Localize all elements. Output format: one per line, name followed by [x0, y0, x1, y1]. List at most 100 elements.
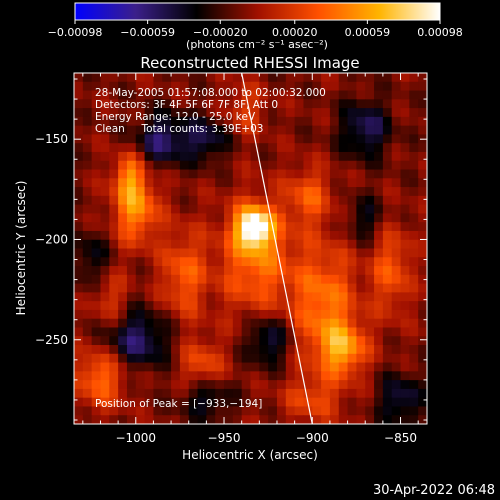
- heatmap-cell: [144, 143, 155, 153]
- heatmap-cell: [109, 266, 119, 276]
- heatmap-cell: [179, 388, 190, 399]
- heatmap-cell: [179, 415, 190, 424]
- colorbar-tick-label: 0.00098: [417, 26, 463, 39]
- heatmap-cell: [224, 309, 234, 320]
- heatmap-cell: [109, 116, 119, 127]
- heatmap-cell: [82, 230, 93, 241]
- heatmap-cell: [241, 388, 252, 399]
- heatmap-cell: [109, 187, 119, 197]
- heatmap-cell: [382, 292, 393, 302]
- heatmap-cell: [135, 213, 146, 223]
- heatmap-cell: [347, 222, 357, 232]
- heatmap-cell: [347, 274, 357, 285]
- heatmap-cell: [82, 116, 93, 127]
- heatmap-cell: [206, 283, 216, 293]
- heatmap-cell: [135, 345, 146, 355]
- heatmap-cell: [250, 318, 260, 329]
- heatmap-cell: [268, 239, 278, 250]
- heatmap-cell: [91, 195, 102, 206]
- heatmap-cell: [259, 116, 269, 127]
- heatmap-cell: [259, 318, 269, 329]
- heatmap-cell: [418, 292, 427, 302]
- heatmap-cell: [91, 169, 102, 179]
- heatmap-cell: [303, 116, 313, 127]
- heatmap-cell: [188, 108, 199, 118]
- heatmap-cell: [215, 292, 225, 302]
- heatmap-cell: [418, 397, 427, 408]
- heatmap-cell: [321, 362, 331, 372]
- heatmap-cell: [118, 292, 128, 302]
- heatmap-cell: [400, 204, 410, 215]
- heatmap-cell: [118, 353, 128, 364]
- heatmap-cell: [303, 134, 313, 144]
- heatmap-cell: [250, 415, 260, 424]
- heatmap-cell: [197, 151, 207, 162]
- heatmap-cell: [171, 90, 181, 100]
- heatmap-cell: [400, 406, 410, 416]
- heatmap-cell: [418, 239, 427, 250]
- heatmap-cell: [303, 187, 313, 197]
- heatmap-cell: [179, 371, 190, 381]
- heatmap-cell: [294, 169, 305, 179]
- heatmap-cell: [400, 169, 410, 179]
- heatmap-cell: [197, 116, 207, 127]
- heatmap-cell: [347, 292, 357, 302]
- heatmap-cell: [118, 125, 128, 136]
- heatmap-cell: [153, 108, 163, 118]
- heatmap-cell: [109, 292, 119, 302]
- heatmap-cell: [135, 274, 146, 285]
- heatmap-cell: [374, 309, 384, 320]
- heatmap-cell: [188, 81, 199, 92]
- heatmap-cell: [312, 81, 322, 92]
- heatmap-cell: [400, 195, 410, 206]
- heatmap-cell: [206, 195, 216, 206]
- heatmap-cell: [241, 397, 252, 408]
- heatmap-cell: [100, 116, 110, 127]
- heatmap-cell: [329, 248, 340, 258]
- heatmap-cell: [126, 257, 137, 267]
- heatmap-cell: [321, 318, 331, 329]
- heatmap-cell: [409, 397, 419, 408]
- heatmap-cell: [329, 415, 340, 424]
- heatmap-cell: [82, 99, 93, 109]
- heatmap-cell: [356, 283, 366, 293]
- heatmap-cell: [268, 73, 278, 83]
- heatmap-cell: [338, 309, 349, 320]
- heatmap-cell: [347, 318, 357, 329]
- heatmap-cell: [224, 415, 234, 424]
- heatmap-cell: [276, 213, 287, 223]
- heatmap-cell: [197, 134, 207, 144]
- heatmap-cell: [74, 336, 84, 346]
- heatmap-cell: [329, 362, 340, 372]
- heatmap-cell: [118, 151, 128, 162]
- heatmap-cell: [162, 134, 172, 144]
- heatmap-cell: [215, 397, 225, 408]
- heatmap-cell: [179, 151, 190, 162]
- heatmap-cell: [232, 274, 243, 285]
- heatmap-cell: [197, 73, 207, 83]
- heatmap-cell: [197, 239, 207, 250]
- heatmap-cell: [197, 318, 207, 329]
- heatmap-cell: [294, 274, 305, 285]
- heatmap-cell: [171, 160, 181, 171]
- heatmap-cell: [215, 169, 225, 179]
- heatmap-cell: [179, 125, 190, 136]
- heatmap-cell: [382, 81, 393, 92]
- heatmap-cell: [188, 134, 199, 144]
- heatmap-cell: [232, 257, 243, 267]
- heatmap-cell: [206, 362, 216, 372]
- heatmap-cell: [365, 73, 375, 83]
- heatmap-cell: [400, 213, 410, 223]
- heatmap-cell: [144, 134, 155, 144]
- heatmap-cell: [409, 90, 419, 100]
- heatmap-cell: [365, 301, 375, 311]
- heatmap-cell: [382, 204, 393, 215]
- y-tick-label: −250: [35, 333, 68, 347]
- heatmap-cell: [347, 125, 357, 136]
- heatmap-cell: [391, 90, 402, 100]
- heatmap-cell: [188, 143, 199, 153]
- heatmap-cell: [206, 230, 216, 241]
- heatmap-cell: [303, 99, 313, 109]
- heatmap-cell: [276, 318, 287, 329]
- heatmap-cell: [74, 143, 84, 153]
